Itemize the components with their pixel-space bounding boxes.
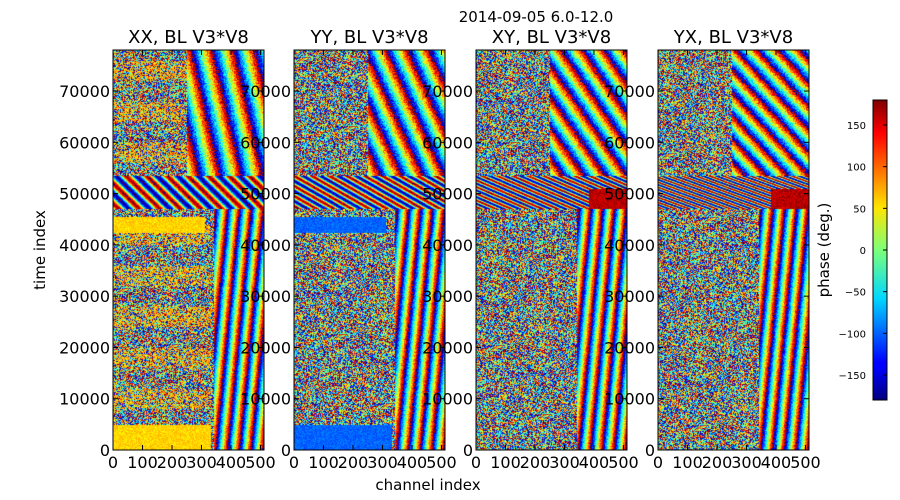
y-tick-label: 70000 <box>422 82 473 101</box>
x-tick-label: 200 <box>157 453 188 472</box>
colorbar-tick-label: 100 <box>847 163 866 174</box>
x-tick-label: 400 <box>397 453 428 472</box>
y-tick-label: 40000 <box>240 236 291 255</box>
x-tick-label: 100 <box>127 453 158 472</box>
x-tick-label: 400 <box>761 453 792 472</box>
colorbar-tick-label: 50 <box>853 204 866 215</box>
x-tick-label: 500 <box>790 453 821 472</box>
colorbar-tick-label: 150 <box>847 121 866 132</box>
x-tick-label: 500 <box>608 453 639 472</box>
colorbar-tick-label: 0 <box>860 246 866 257</box>
y-tick-label: 60000 <box>59 133 110 152</box>
panel-1: XX, BL V3*V8 0 10000 20000 30000 40000 50000 60… <box>59 27 276 472</box>
colorbar-label: phase (deg.) <box>815 203 833 298</box>
y-tick-label: 30000 <box>604 287 655 306</box>
y-tick-label: 30000 <box>240 287 291 306</box>
panel-4: YX, BL V3*V8 0 10000 20000 30000 40000 50000 60… <box>604 27 821 472</box>
x-tick-label: 100 <box>672 453 703 472</box>
panel-3: XY, BL V3*V8 0 10000 20000 30000 40000 50000 60… <box>422 27 639 472</box>
y-tick-label: 0 <box>100 441 110 460</box>
y-tick-label: 20000 <box>240 338 291 357</box>
x-tick-label: 400 <box>579 453 610 472</box>
panel-heatmap <box>658 50 809 450</box>
x-tick-label: 300 <box>367 453 398 472</box>
y-tick-label: 10000 <box>422 390 473 409</box>
x-tick-label: 300 <box>186 453 217 472</box>
panel-frame <box>475 49 628 451</box>
y-tick-label: 70000 <box>604 82 655 101</box>
y-tick-label: 40000 <box>59 236 110 255</box>
panel-frame <box>657 49 810 451</box>
panel-frame <box>293 49 446 451</box>
panel-heatmap <box>113 50 264 450</box>
panel-title: XY, BL V3*V8 <box>492 27 611 48</box>
panel-title: YY, BL V3*V8 <box>309 27 428 48</box>
y-tick-label: 20000 <box>604 338 655 357</box>
x-tick-label: 400 <box>216 453 247 472</box>
x-tick-label: 500 <box>245 453 276 472</box>
x-tick-label: 0 <box>289 453 299 472</box>
y-tick-label: 50000 <box>59 185 110 204</box>
panel-frame <box>112 49 265 451</box>
x-tick-label: 300 <box>731 453 762 472</box>
y-tick-label: 70000 <box>240 82 291 101</box>
y-tick-label: 10000 <box>240 390 291 409</box>
colorbar-tick-label: −100 <box>839 329 866 340</box>
x-tick-label: 200 <box>520 453 551 472</box>
panel-2: YY, BL V3*V8 0 10000 20000 30000 40000 50000 60… <box>240 27 457 472</box>
y-tick-label: 20000 <box>59 338 110 357</box>
colorbar-tick-label: −50 <box>845 288 866 299</box>
y-tick-label: 10000 <box>604 390 655 409</box>
y-tick-label: 0 <box>463 441 473 460</box>
x-tick-label: 0 <box>108 453 118 472</box>
panel-heatmap <box>476 50 627 450</box>
x-tick-label: 0 <box>471 453 481 472</box>
y-tick-label: 70000 <box>59 82 110 101</box>
colorbar-tick-label: −150 <box>839 371 866 382</box>
y-axis-label: time index <box>31 210 49 290</box>
y-tick-label: 60000 <box>240 133 291 152</box>
x-axis-label: channel index <box>375 476 480 494</box>
panel-title: XX, BL V3*V8 <box>128 27 249 48</box>
y-tick-label: 50000 <box>240 185 291 204</box>
y-tick-label: 30000 <box>422 287 473 306</box>
x-tick-label: 500 <box>426 453 457 472</box>
figure-suptitle: 2014-09-05 6.0-12.0 <box>459 8 614 26</box>
colorbar: −150 −100 −50 0 50 100 150 phase (deg.) <box>815 99 888 401</box>
y-tick-label: 50000 <box>604 185 655 204</box>
y-tick-label: 60000 <box>604 133 655 152</box>
y-tick-label: 40000 <box>422 236 473 255</box>
panel-title: YX, BL V3*V8 <box>673 27 793 48</box>
panel-heatmap <box>294 50 445 450</box>
y-tick-label: 40000 <box>604 236 655 255</box>
y-tick-label: 20000 <box>422 338 473 357</box>
y-tick-label: 50000 <box>422 185 473 204</box>
y-tick-label: 10000 <box>59 390 110 409</box>
y-tick-label: 0 <box>645 441 655 460</box>
x-tick-label: 100 <box>308 453 339 472</box>
y-tick-label: 60000 <box>422 133 473 152</box>
x-tick-label: 300 <box>549 453 580 472</box>
x-tick-label: 0 <box>653 453 663 472</box>
x-tick-label: 100 <box>490 453 521 472</box>
y-tick-label: 30000 <box>59 287 110 306</box>
x-tick-label: 200 <box>702 453 733 472</box>
x-tick-label: 200 <box>338 453 369 472</box>
y-tick-label: 0 <box>281 441 291 460</box>
